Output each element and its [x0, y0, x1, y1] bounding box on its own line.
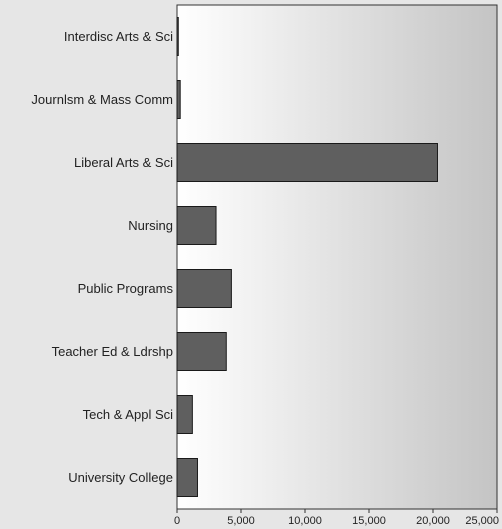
x-axis-ticks: 0 5,000 10,000 15,000 20,000 25,000: [174, 509, 499, 527]
plot-area: [176, 4, 498, 510]
bar: [176, 395, 193, 434]
bar: [176, 206, 217, 245]
x-tick-label: 10,000: [288, 515, 322, 527]
x-tick-label: 20,000: [416, 515, 450, 527]
category-label: Public Programs: [78, 281, 174, 296]
bar: [176, 269, 232, 308]
category-labels: Interdisc Arts & Sci Journlsm & Mass Comm…: [31, 29, 173, 485]
bar: [176, 17, 179, 56]
bars-group: [176, 17, 438, 497]
bar: [176, 458, 198, 497]
x-tick-label: 5,000: [227, 515, 255, 527]
bar: [176, 80, 181, 119]
category-label: Interdisc Arts & Sci: [64, 29, 173, 44]
category-label: Journlsm & Mass Comm: [31, 92, 173, 107]
category-label: Teacher Ed & Ldrshp: [52, 344, 173, 359]
x-tick-label: 0: [174, 515, 180, 527]
bar: [176, 143, 438, 182]
category-label: University College: [68, 470, 173, 485]
category-label: Tech & Appl Sci: [83, 407, 173, 422]
category-label: Nursing: [128, 218, 173, 233]
x-tick-label: 25,000: [465, 515, 499, 527]
x-tick-label: 15,000: [352, 515, 386, 527]
bar: [176, 332, 227, 371]
category-label: Liberal Arts & Sci: [74, 155, 173, 170]
